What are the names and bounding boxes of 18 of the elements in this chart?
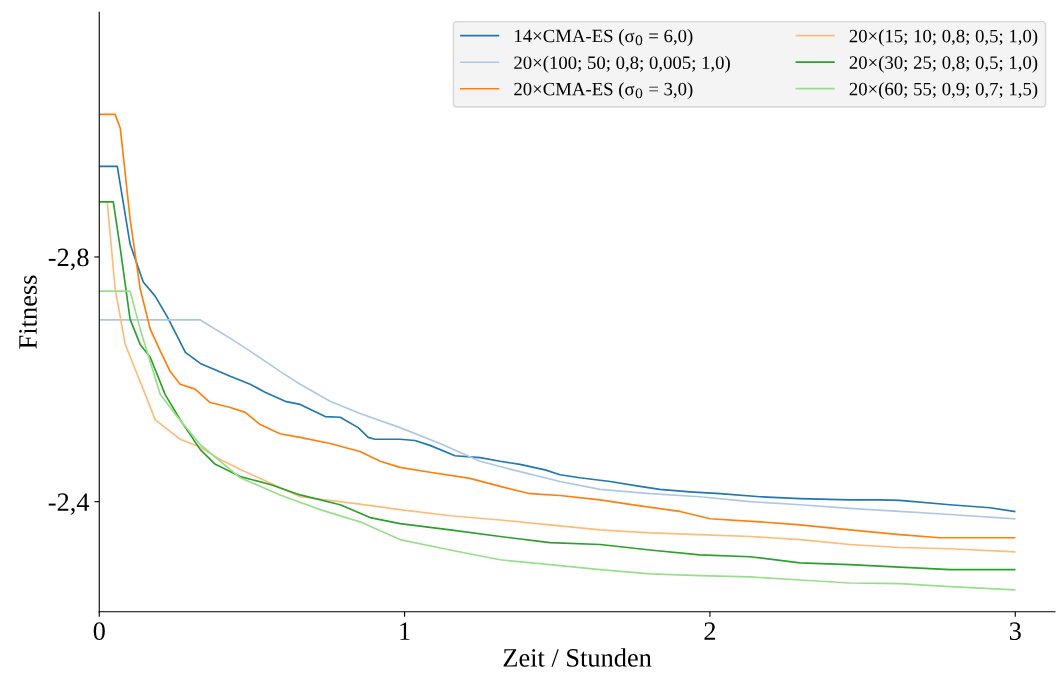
x-tick-label: 0	[93, 622, 105, 641]
line-series	[99, 113, 1016, 539]
x-tick-label: 3	[1009, 622, 1021, 641]
y-tick-label: -2,4	[48, 493, 90, 515]
legend-label: 20×(60; 55; 0,9; 0,7; 1,5)	[849, 82, 1038, 100]
legend-label: 20×(100; 50; 0,8; 0,005; 1,0)	[514, 55, 730, 73]
legend-label: 20×(30; 25; 0,8; 0,5; 1,0)	[849, 55, 1038, 73]
legend-label: 14×CMA-ES (σ$_{0}$ = 6,0)	[515, 29, 693, 47]
x-tick-label: 1	[400, 622, 410, 640]
y-axis-title: Fitness	[19, 275, 37, 349]
x-axis-title: Zeit / Stunden	[503, 648, 652, 667]
line-series	[99, 319, 1016, 520]
line-series	[99, 165, 1016, 513]
legend-label: 20×(15; 10; 0,8; 0,5; 1,0)	[849, 29, 1038, 47]
legend-label: 20×CMA-ES (σ$_{0}$ = 3,0)	[514, 82, 693, 100]
y-tick-label: -2,8	[48, 248, 89, 271]
line-series	[99, 290, 1016, 591]
x-tick-label: 2	[704, 622, 716, 640]
